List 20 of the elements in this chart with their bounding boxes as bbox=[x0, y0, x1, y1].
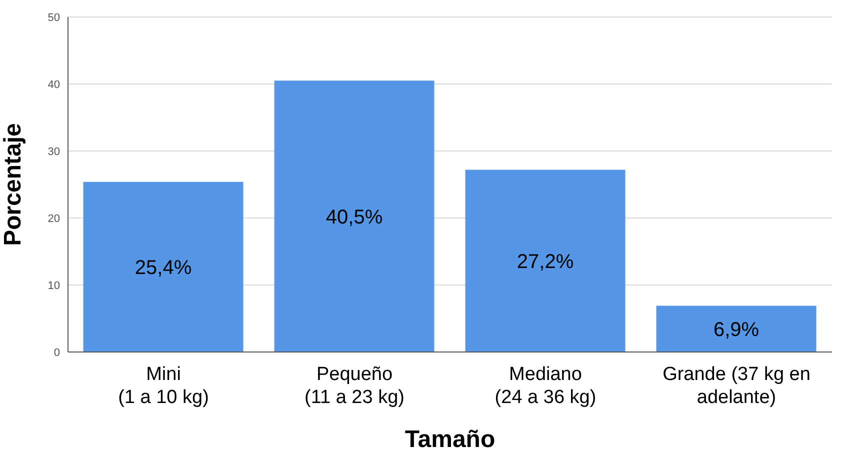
bar bbox=[465, 170, 626, 352]
data-label: 40,5% bbox=[326, 206, 383, 228]
x-tick-label: Pequeño (11 a 23 kg) bbox=[304, 364, 404, 408]
y-tick-label: 40 bbox=[48, 78, 60, 91]
y-tick-label: 20 bbox=[48, 212, 60, 225]
bar bbox=[83, 182, 244, 352]
bar bbox=[274, 80, 434, 352]
y-tick-label: 0 bbox=[54, 346, 60, 359]
y-tick-label: 30 bbox=[48, 146, 60, 158]
data-label: 25,4% bbox=[134, 257, 192, 280]
y-tick-label: 10 bbox=[48, 280, 60, 292]
x-axis-title: Tamaño bbox=[404, 426, 496, 451]
x-tick-label: Mini (1 a 10 kg) bbox=[118, 364, 209, 408]
bar bbox=[656, 306, 816, 352]
x-tick-label: Mediano (24 a 36 kg) bbox=[494, 364, 596, 408]
y-tick-label: 50 bbox=[48, 12, 60, 24]
data-label: 6,9% bbox=[713, 318, 760, 341]
data-label: 27,2% bbox=[516, 250, 574, 273]
y-axis-title: Porcentaje bbox=[0, 123, 27, 246]
x-tick-label: Grande (37 kg en adelante) bbox=[662, 364, 810, 408]
